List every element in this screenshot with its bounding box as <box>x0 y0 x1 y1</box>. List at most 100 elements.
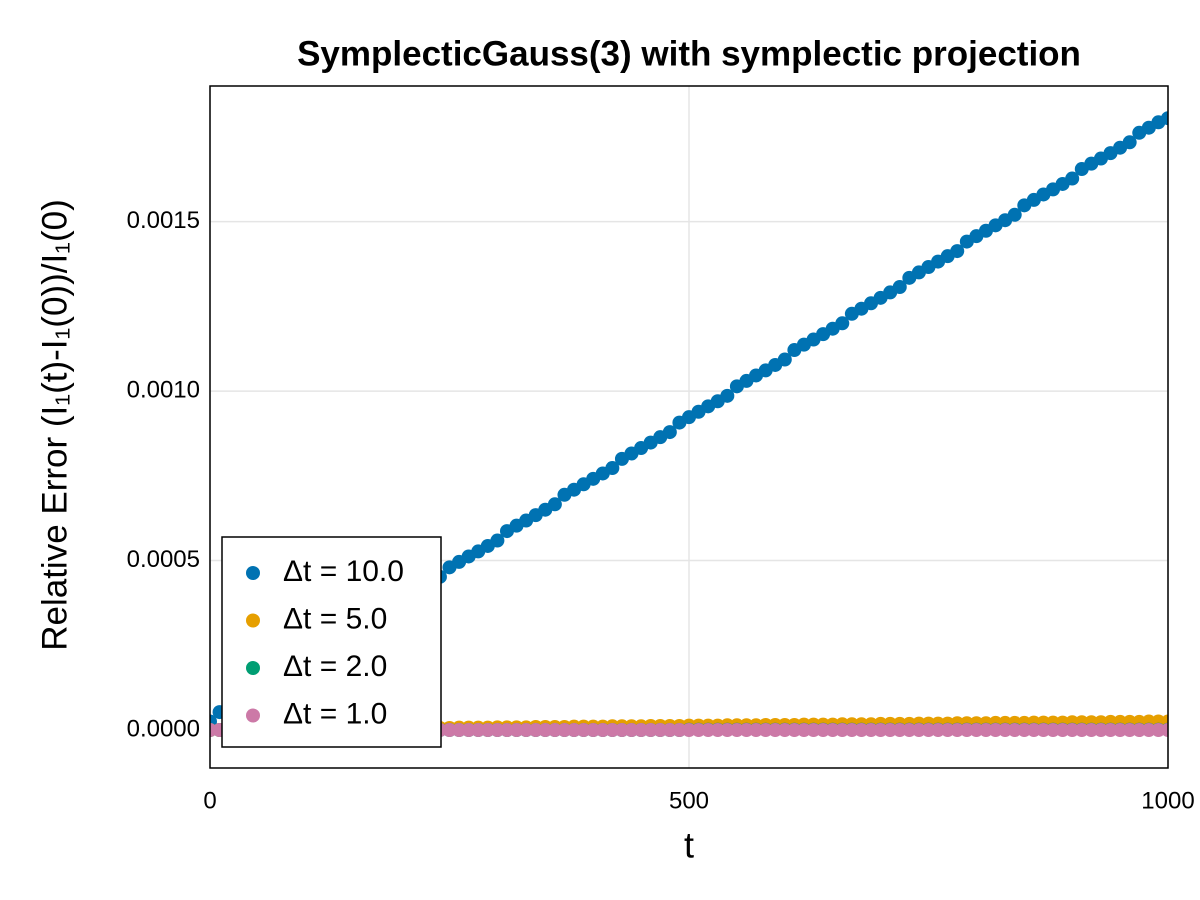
data-point <box>682 723 696 738</box>
data-point <box>605 723 620 738</box>
data-point <box>720 388 735 403</box>
y-tick-label: 0.0015 <box>127 207 200 234</box>
data-point <box>538 723 553 738</box>
legend-marker <box>246 566 260 580</box>
data-point <box>634 723 649 738</box>
data-point <box>978 723 993 738</box>
data-point <box>1065 723 1080 738</box>
data-point <box>490 533 505 548</box>
y-axis-label: Relative Error (I₁(t)-I₁(0))/I₁(0) <box>35 199 74 651</box>
data-point <box>509 723 524 738</box>
data-point <box>1141 723 1156 738</box>
data-point <box>1132 723 1147 738</box>
data-point <box>777 723 792 738</box>
data-point <box>662 425 677 440</box>
data-point <box>1103 723 1118 738</box>
data-point <box>595 723 610 738</box>
data-point <box>710 723 725 738</box>
y-tick-label: 0.0010 <box>127 376 200 403</box>
x-tick-label: 1000 <box>1141 787 1194 814</box>
data-point <box>739 723 754 738</box>
legend-label: Δt = 5.0 <box>283 602 387 635</box>
data-point <box>701 723 716 738</box>
data-point <box>758 723 773 738</box>
legend-label: Δt = 1.0 <box>283 697 387 730</box>
legend: Δt = 10.0 Δt = 5.0 Δt = 2.0 Δt = 1.0 <box>221 536 442 748</box>
data-point <box>490 723 505 738</box>
data-point <box>911 723 926 738</box>
data-point <box>892 280 907 295</box>
data-point <box>1151 723 1166 738</box>
data-point <box>796 723 811 738</box>
data-point <box>1113 723 1128 738</box>
data-point <box>1161 723 1168 738</box>
x-axis-label: t <box>684 825 694 866</box>
data-point <box>567 723 582 738</box>
data-point <box>902 723 917 738</box>
data-point <box>921 723 936 738</box>
data-point <box>844 723 859 738</box>
data-point <box>1065 171 1080 186</box>
data-point <box>624 723 639 738</box>
data-point <box>480 723 495 738</box>
data-point <box>547 723 562 738</box>
data-point <box>768 723 783 738</box>
data-point <box>998 723 1013 738</box>
data-point <box>787 723 802 738</box>
plot-frame <box>209 85 1169 769</box>
data-point <box>547 497 562 512</box>
data-point <box>1161 111 1168 126</box>
data-point <box>864 723 879 738</box>
data-point <box>586 723 601 738</box>
data-point <box>471 723 486 738</box>
data-point <box>672 723 687 738</box>
data-point <box>835 723 850 738</box>
x-tick-label: 500 <box>669 787 709 814</box>
data-point <box>1017 723 1032 738</box>
data-point <box>452 723 467 738</box>
data-point <box>1122 135 1137 150</box>
data-point <box>1093 723 1108 738</box>
data-point <box>873 723 888 738</box>
legend-marker <box>246 613 260 628</box>
data-point <box>749 723 764 738</box>
data-point <box>854 723 869 738</box>
y-tick-label: 0.0000 <box>127 715 200 742</box>
data-point <box>442 723 457 738</box>
data-point <box>969 723 984 738</box>
y-tick-label: 0.0005 <box>127 546 200 573</box>
data-point <box>605 461 620 476</box>
data-point <box>1007 207 1022 222</box>
data-point <box>883 723 898 738</box>
x-tick-label: 0 <box>203 787 216 814</box>
data-point <box>1046 723 1061 738</box>
data-point <box>662 723 677 738</box>
chart-title: SymplecticGauss(3) with symplectic proje… <box>297 34 1081 73</box>
legend-marker <box>246 708 260 723</box>
data-point <box>1026 723 1041 738</box>
data-point <box>1122 723 1137 738</box>
data-point <box>528 723 543 738</box>
data-point <box>499 723 514 738</box>
data-point <box>691 723 706 738</box>
data-point <box>959 723 974 738</box>
data-point <box>950 723 965 738</box>
data-point <box>777 352 792 367</box>
data-point <box>816 723 831 738</box>
legend-label: Δt = 2.0 <box>283 650 387 683</box>
data-point <box>461 723 476 738</box>
data-point <box>892 723 907 738</box>
data-point <box>988 723 1003 738</box>
data-point <box>950 244 965 259</box>
data-point <box>643 723 658 738</box>
data-point <box>519 723 534 738</box>
data-point <box>576 723 591 738</box>
data-point <box>1007 723 1022 738</box>
data-point <box>931 723 946 738</box>
data-point <box>1084 723 1099 738</box>
data-point <box>1074 723 1089 738</box>
data-point <box>825 723 840 738</box>
data-point <box>720 723 735 738</box>
